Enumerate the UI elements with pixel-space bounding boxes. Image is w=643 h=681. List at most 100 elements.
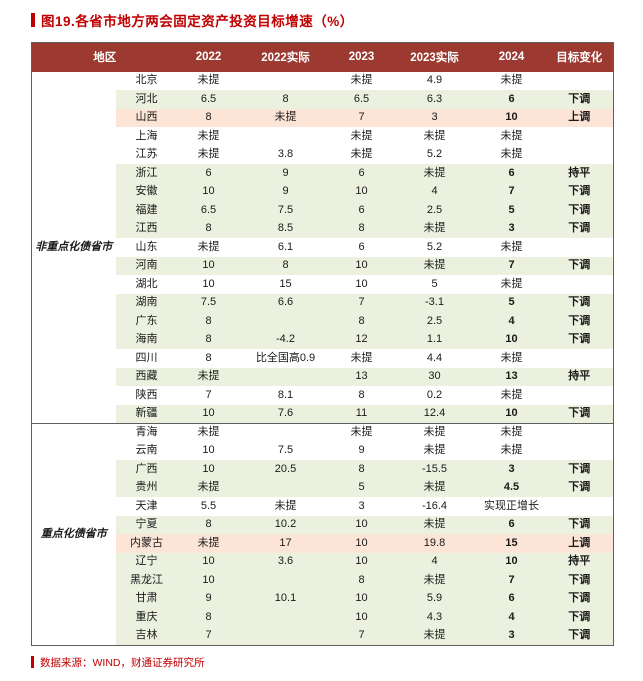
source-bar: 数据来源：WIND，财通证券研究所 bbox=[31, 655, 613, 670]
actual-2023: 4.9 bbox=[426, 74, 443, 87]
table-row: 广西 10 20.5 8 -15.5 3 下调 bbox=[32, 460, 614, 479]
target-2024: 13 bbox=[477, 367, 546, 386]
target-2022: 10 bbox=[177, 182, 240, 201]
target-change: 下调 bbox=[545, 201, 614, 220]
target-2023: 6 bbox=[331, 164, 392, 183]
target-2024: 未提 bbox=[500, 277, 523, 290]
target-2024: 4 bbox=[477, 608, 546, 627]
target-2024: 3 bbox=[477, 460, 546, 479]
province-name: 江西 bbox=[115, 219, 178, 238]
target-2024: 未提 bbox=[500, 444, 523, 457]
target-2023: 8 bbox=[331, 571, 392, 590]
target-2024: 未提 bbox=[500, 129, 523, 142]
target-change bbox=[546, 127, 614, 146]
target-change bbox=[545, 422, 614, 442]
province-name: 重庆 bbox=[115, 608, 178, 627]
target-2024: 5 bbox=[477, 201, 546, 220]
province-name: 四川 bbox=[135, 351, 158, 364]
target-change bbox=[546, 497, 614, 516]
table-row: 海南 8 -4.2 12 1.1 10 下调 bbox=[32, 330, 614, 349]
actual-2023: 未提 bbox=[391, 515, 478, 534]
actual-2022: 8.5 bbox=[239, 219, 332, 238]
target-2024: 未提 bbox=[500, 148, 523, 161]
actual-2023: -16.4 bbox=[421, 499, 448, 512]
target-2022: 10 bbox=[202, 444, 215, 457]
target-change: 下调 bbox=[545, 608, 614, 627]
province-name: 新疆 bbox=[115, 404, 178, 423]
table-row: 重庆 8 10 4.3 4 下调 bbox=[32, 608, 614, 627]
actual-2023: 4 bbox=[391, 182, 478, 201]
target-change: 下调 bbox=[545, 478, 614, 497]
actual-2022 bbox=[239, 571, 332, 590]
target-change: 下调 bbox=[545, 330, 614, 349]
target-2022: 7 bbox=[177, 626, 240, 645]
target-2022: 10 bbox=[177, 571, 240, 590]
actual-2022: 6.6 bbox=[239, 293, 332, 312]
target-2023: 7 bbox=[331, 108, 392, 127]
province-name: 内蒙古 bbox=[115, 534, 178, 553]
province-name: 山东 bbox=[135, 240, 158, 253]
actual-2023: 未提 bbox=[391, 422, 478, 442]
title-accent-bar bbox=[31, 13, 35, 27]
province-name: 湖北 bbox=[135, 277, 158, 290]
actual-2022: 9 bbox=[239, 182, 332, 201]
target-2024: 10 bbox=[477, 108, 546, 127]
actual-2022: 7.5 bbox=[277, 444, 294, 457]
target-2023: 7 bbox=[331, 293, 392, 312]
target-change bbox=[546, 238, 614, 257]
province-name: 黑龙江 bbox=[115, 571, 178, 590]
province-name: 浙江 bbox=[115, 164, 178, 183]
actual-2022: 比全国高0.9 bbox=[255, 351, 316, 364]
target-2024: 5 bbox=[477, 293, 546, 312]
table-header: 地区 2022 2022实际 2023 2023实际 2024 目标变化 bbox=[31, 42, 614, 72]
target-2023: 未提 bbox=[331, 422, 392, 442]
actual-2023: -15.5 bbox=[391, 460, 478, 479]
target-2022: 8 bbox=[177, 515, 240, 534]
actual-2023: -3.1 bbox=[391, 293, 478, 312]
province-name: 天津 bbox=[135, 499, 158, 512]
actual-2023: 未提 bbox=[423, 444, 446, 457]
target-2023: 8 bbox=[331, 460, 392, 479]
column-header-region: 地区 bbox=[31, 42, 178, 72]
table-row: 贵州 未提 5 未提 4.5 下调 bbox=[32, 478, 614, 497]
table-row: 天津 5.5 未提 3 -16.4 实现正增长 bbox=[32, 497, 614, 516]
actual-2022: 10.1 bbox=[239, 589, 332, 608]
table-row: 山东 未提 6.1 6 5.2 未提 bbox=[32, 238, 614, 257]
target-2022: 8 bbox=[177, 608, 240, 627]
table-row: 西藏 未提 13 30 13 持平 bbox=[32, 367, 614, 386]
target-change: 下调 bbox=[545, 293, 614, 312]
actual-2022: 未提 bbox=[239, 108, 332, 127]
target-2023: 10 bbox=[331, 256, 392, 275]
target-2024: 15 bbox=[477, 534, 546, 553]
province-name: 贵州 bbox=[115, 478, 178, 497]
target-2024: 3 bbox=[477, 626, 546, 645]
table-row: 辽宁 10 3.6 10 4 10 持平 bbox=[32, 552, 614, 571]
target-2023: 未提 bbox=[350, 351, 373, 364]
target-change: 下调 bbox=[545, 312, 614, 331]
province-name: 广西 bbox=[115, 460, 178, 479]
actual-2023: 5.2 bbox=[426, 240, 443, 253]
target-2022: 10 bbox=[177, 256, 240, 275]
table-row: 陕西 7 8.1 8 0.2 未提 bbox=[32, 386, 614, 405]
actual-2022: 20.5 bbox=[239, 460, 332, 479]
target-change: 持平 bbox=[545, 164, 614, 183]
province-name: 吉林 bbox=[115, 626, 178, 645]
target-2022: 10 bbox=[177, 460, 240, 479]
target-change bbox=[546, 442, 614, 461]
actual-2022: 8 bbox=[239, 90, 332, 109]
province-name: 陕西 bbox=[135, 388, 158, 401]
target-2024: 7 bbox=[477, 182, 546, 201]
actual-2022 bbox=[239, 608, 332, 627]
target-2022: 未提 bbox=[197, 240, 220, 253]
province-name: 江苏 bbox=[135, 148, 158, 161]
target-2024: 6 bbox=[477, 90, 546, 109]
target-2023: 6.5 bbox=[331, 90, 392, 109]
source-text: 数据来源：WIND，财通证券研究所 bbox=[40, 656, 205, 669]
actual-2023: 未提 bbox=[391, 256, 478, 275]
target-change: 下调 bbox=[545, 90, 614, 109]
target-2023: 3 bbox=[358, 499, 365, 512]
table-row: 非重点化债省市 北京 未提 未提 4.9 未提 bbox=[31, 71, 614, 423]
target-2022: 7 bbox=[205, 388, 212, 401]
actual-2023: 未提 bbox=[423, 129, 446, 142]
